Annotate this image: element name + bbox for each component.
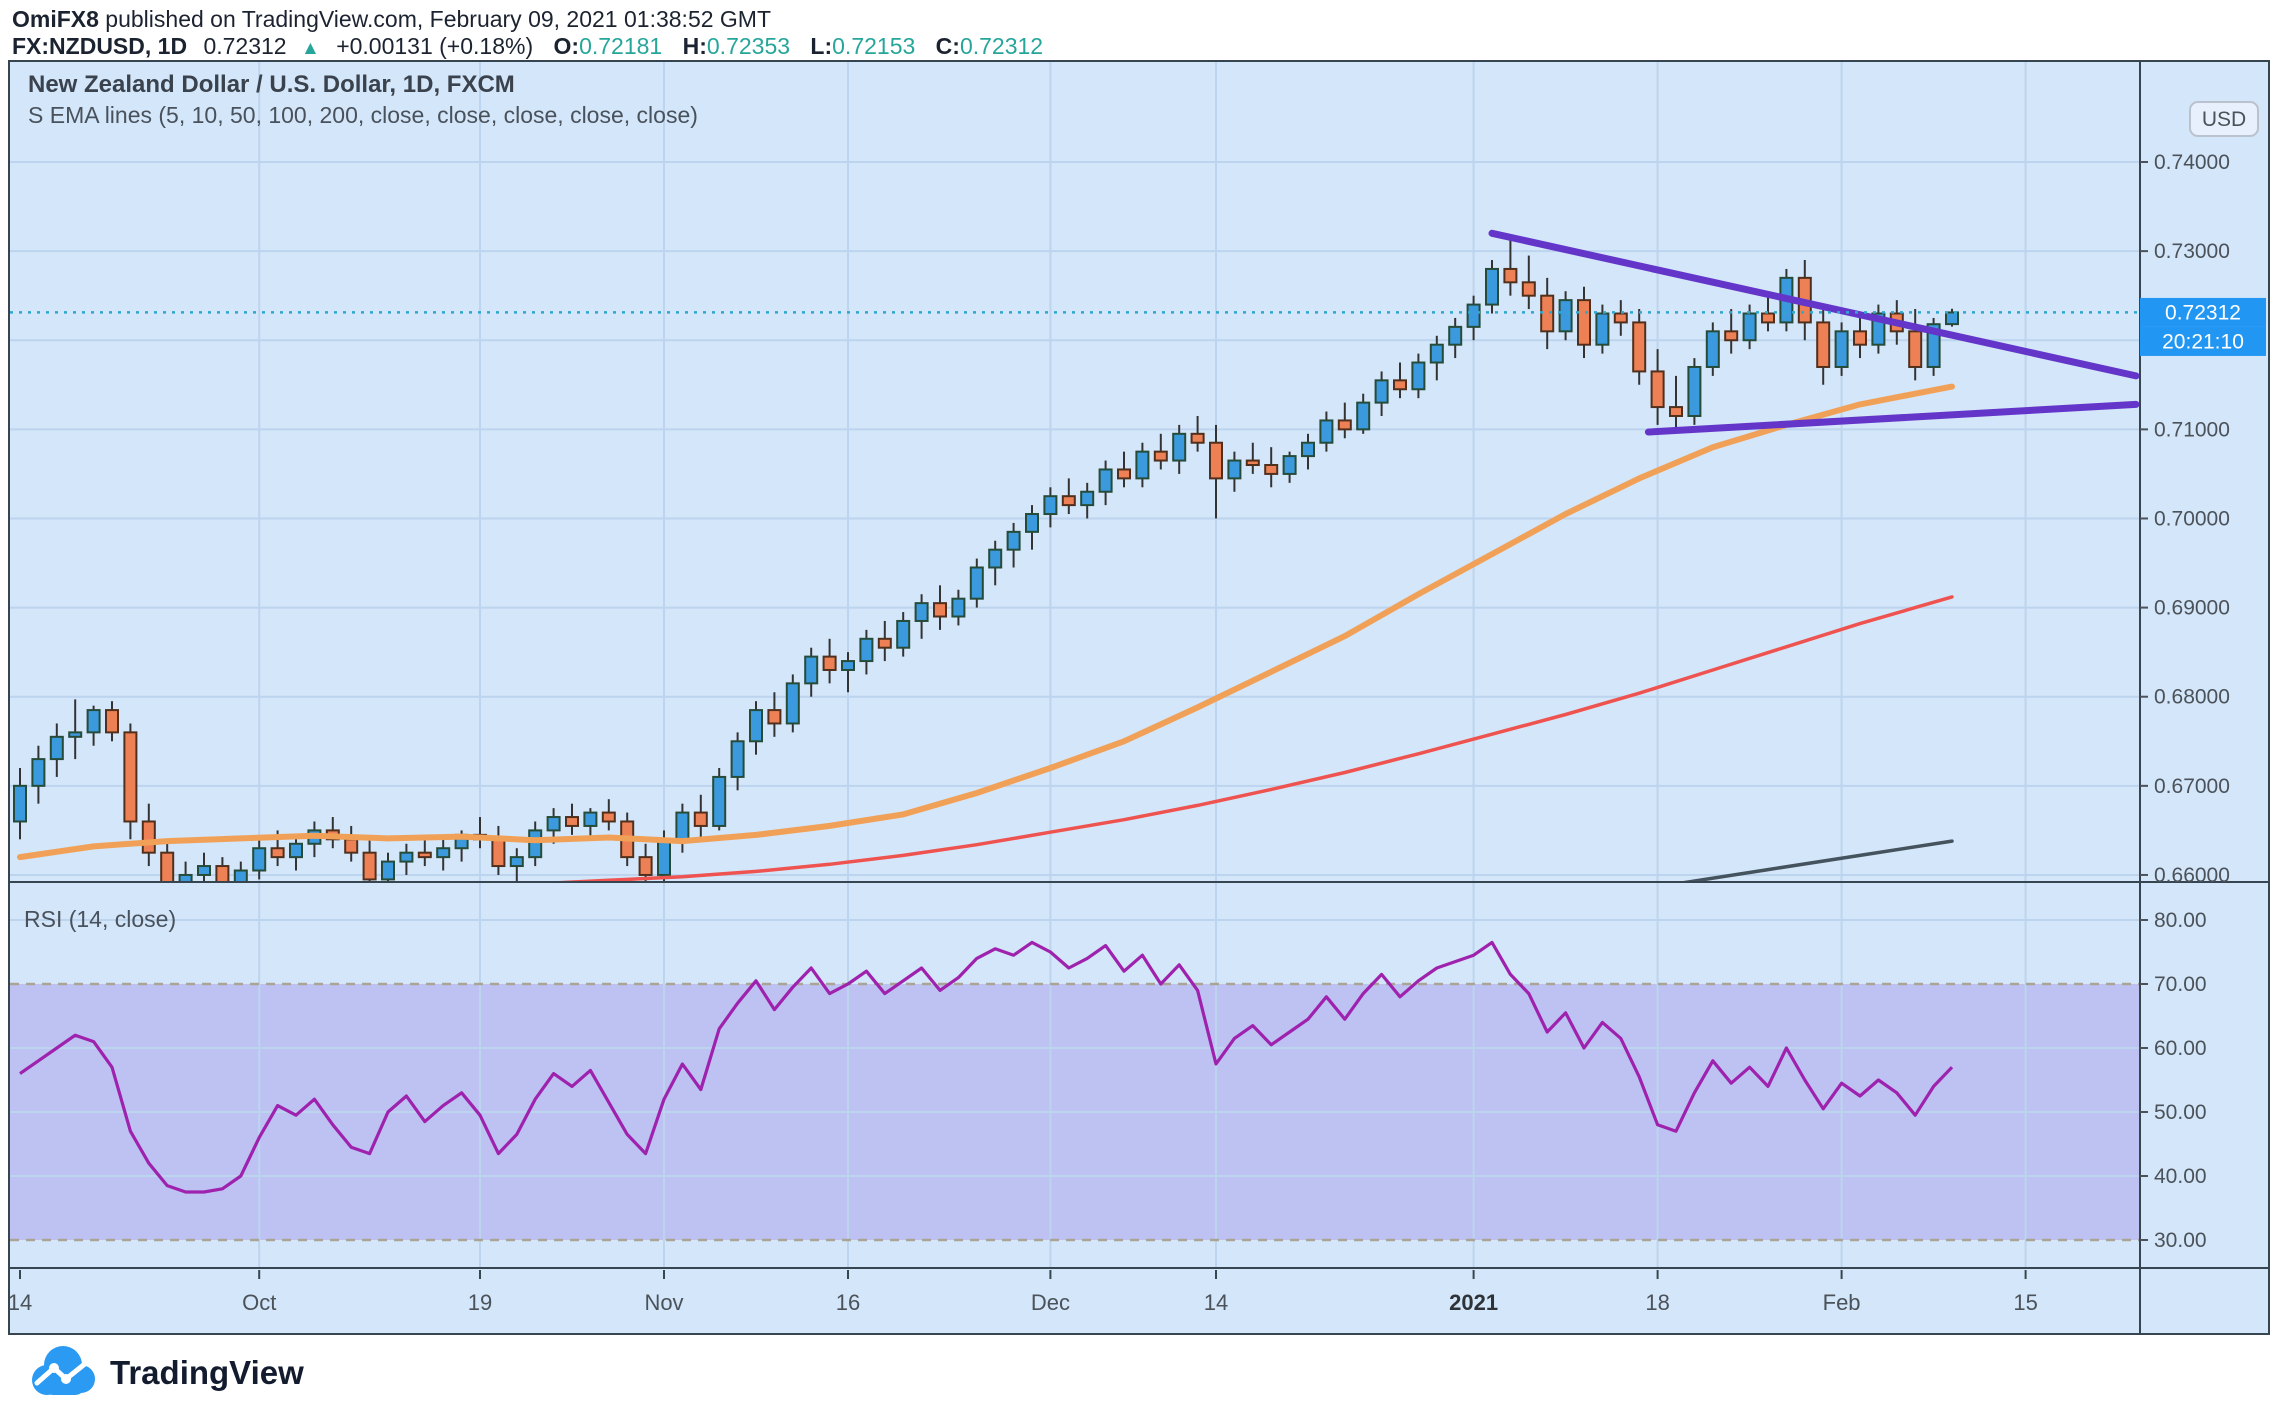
time-axis-label: Dec (1031, 1290, 1070, 1315)
price-axis-label: 0.71000 (2154, 418, 2230, 441)
symbol-name[interactable]: FX:NZDUSD, 1D (12, 33, 188, 59)
tradingview-logo-icon (32, 1346, 95, 1395)
price-axis[interactable]: 0.74000 0.73000 0.71000 0.70000 0.69000 0.680… (2140, 101, 2266, 1252)
high-label: H: (682, 33, 707, 59)
time-axis-label: Feb (1823, 1290, 1861, 1315)
candles (13, 237, 1959, 882)
low-label: L: (810, 33, 833, 59)
countdown-value: 20:21:10 (2162, 330, 2244, 353)
rsi-axis-label: 30.00 (2154, 1229, 2207, 1252)
ema-indicator-legend[interactable]: S EMA lines (5, 10, 50, 100, 200, close,… (28, 102, 698, 128)
currency-badge[interactable] (2189, 101, 2259, 137)
lower-wedge-line (1644, 400, 2140, 436)
rsi-axis-label: 50.00 (2154, 1101, 2207, 1124)
upper-wedge-line (1488, 229, 2140, 380)
low-value: 0.72153 (832, 33, 916, 59)
ema-lines (17, 383, 1955, 882)
price-change: +0.00131 (+0.18%) (336, 33, 534, 59)
time-axis-label: 14 (8, 1290, 32, 1315)
price-axis-label: 0.66000 (2154, 864, 2230, 887)
chart-canvas[interactable]: 0.74000 0.73000 0.71000 0.70000 0.69000 0.680… (8, 60, 2270, 1335)
price-badge-value: 0.72312 (2165, 301, 2241, 324)
chart-title[interactable]: New Zealand Dollar / U.S. Dollar, 1D, FX… (28, 71, 515, 98)
time-axis-label: Nov (644, 1290, 683, 1315)
price-axis-label: 0.68000 (2154, 686, 2230, 709)
price-axis-label: 0.73000 (2154, 240, 2230, 263)
ema-line-ema-50 (17, 383, 1955, 861)
gridlines (10, 62, 2140, 1268)
time-axis-label: 18 (1645, 1290, 1669, 1315)
price-axis-label: 0.74000 (2154, 151, 2230, 174)
price-axis-label: 0.69000 (2154, 597, 2230, 620)
price-axis-label: 0.70000 (2154, 507, 2230, 530)
rsi-axis-label: 60.00 (2154, 1037, 2207, 1060)
last-price: 0.72312 (203, 33, 287, 59)
countdown-badge (2140, 326, 2266, 356)
published-text: published on TradingView.com, February 0… (98, 6, 772, 32)
open-value: 0.72181 (579, 33, 663, 59)
time-axis-label: 2021 (1449, 1290, 1498, 1315)
trendlines[interactable] (1488, 229, 2140, 436)
high-value: 0.72353 (706, 33, 791, 59)
ema-line-ema-100 (538, 595, 1954, 882)
rsi-indicator-legend[interactable]: RSI (14, close) (24, 906, 177, 932)
rsi-axis-label: 80.00 (2154, 909, 2207, 932)
time-axis-label: 14 (1204, 1290, 1228, 1315)
time-axis-label: 16 (836, 1290, 860, 1315)
close-value: 0.72312 (959, 33, 1044, 59)
author-name: OmiFX8 (12, 6, 99, 32)
time-axis[interactable]: 14 Oct 19 Nov 16 Dec 14 2021 18 Feb 15 (8, 1270, 2038, 1315)
close-label: C: (935, 33, 960, 59)
tradingview-footer[interactable]: TradingView (28, 1342, 304, 1404)
rsi-axis-label: 70.00 (2154, 973, 2207, 996)
time-axis-label: 19 (468, 1290, 492, 1315)
currency-badge-label: USD (2202, 108, 2246, 131)
chart-widget[interactable]: 0.74000 0.73000 0.71000 0.70000 0.69000 0.680… (8, 60, 2270, 1335)
ema-line-ema-200 (1676, 839, 1954, 882)
symbol-bar: FX:NZDUSD, 1D 0.72312 ▲ +0.00131 (+0.18%… (12, 33, 1043, 60)
time-axis-label: Oct (242, 1290, 276, 1315)
rsi-axis-label: 40.00 (2154, 1165, 2207, 1188)
time-axis-label: 15 (2013, 1290, 2037, 1315)
price-axis-label: 0.67000 (2154, 775, 2230, 798)
rsi-line (19, 940, 1954, 1194)
open-label: O: (553, 33, 580, 59)
brand-name: TradingView (110, 1354, 304, 1391)
price-badge (2140, 297, 2266, 327)
up-triangle-icon: ▲ (300, 38, 320, 59)
publish-header: OmiFX8 published on TradingView.com, Feb… (12, 6, 771, 33)
